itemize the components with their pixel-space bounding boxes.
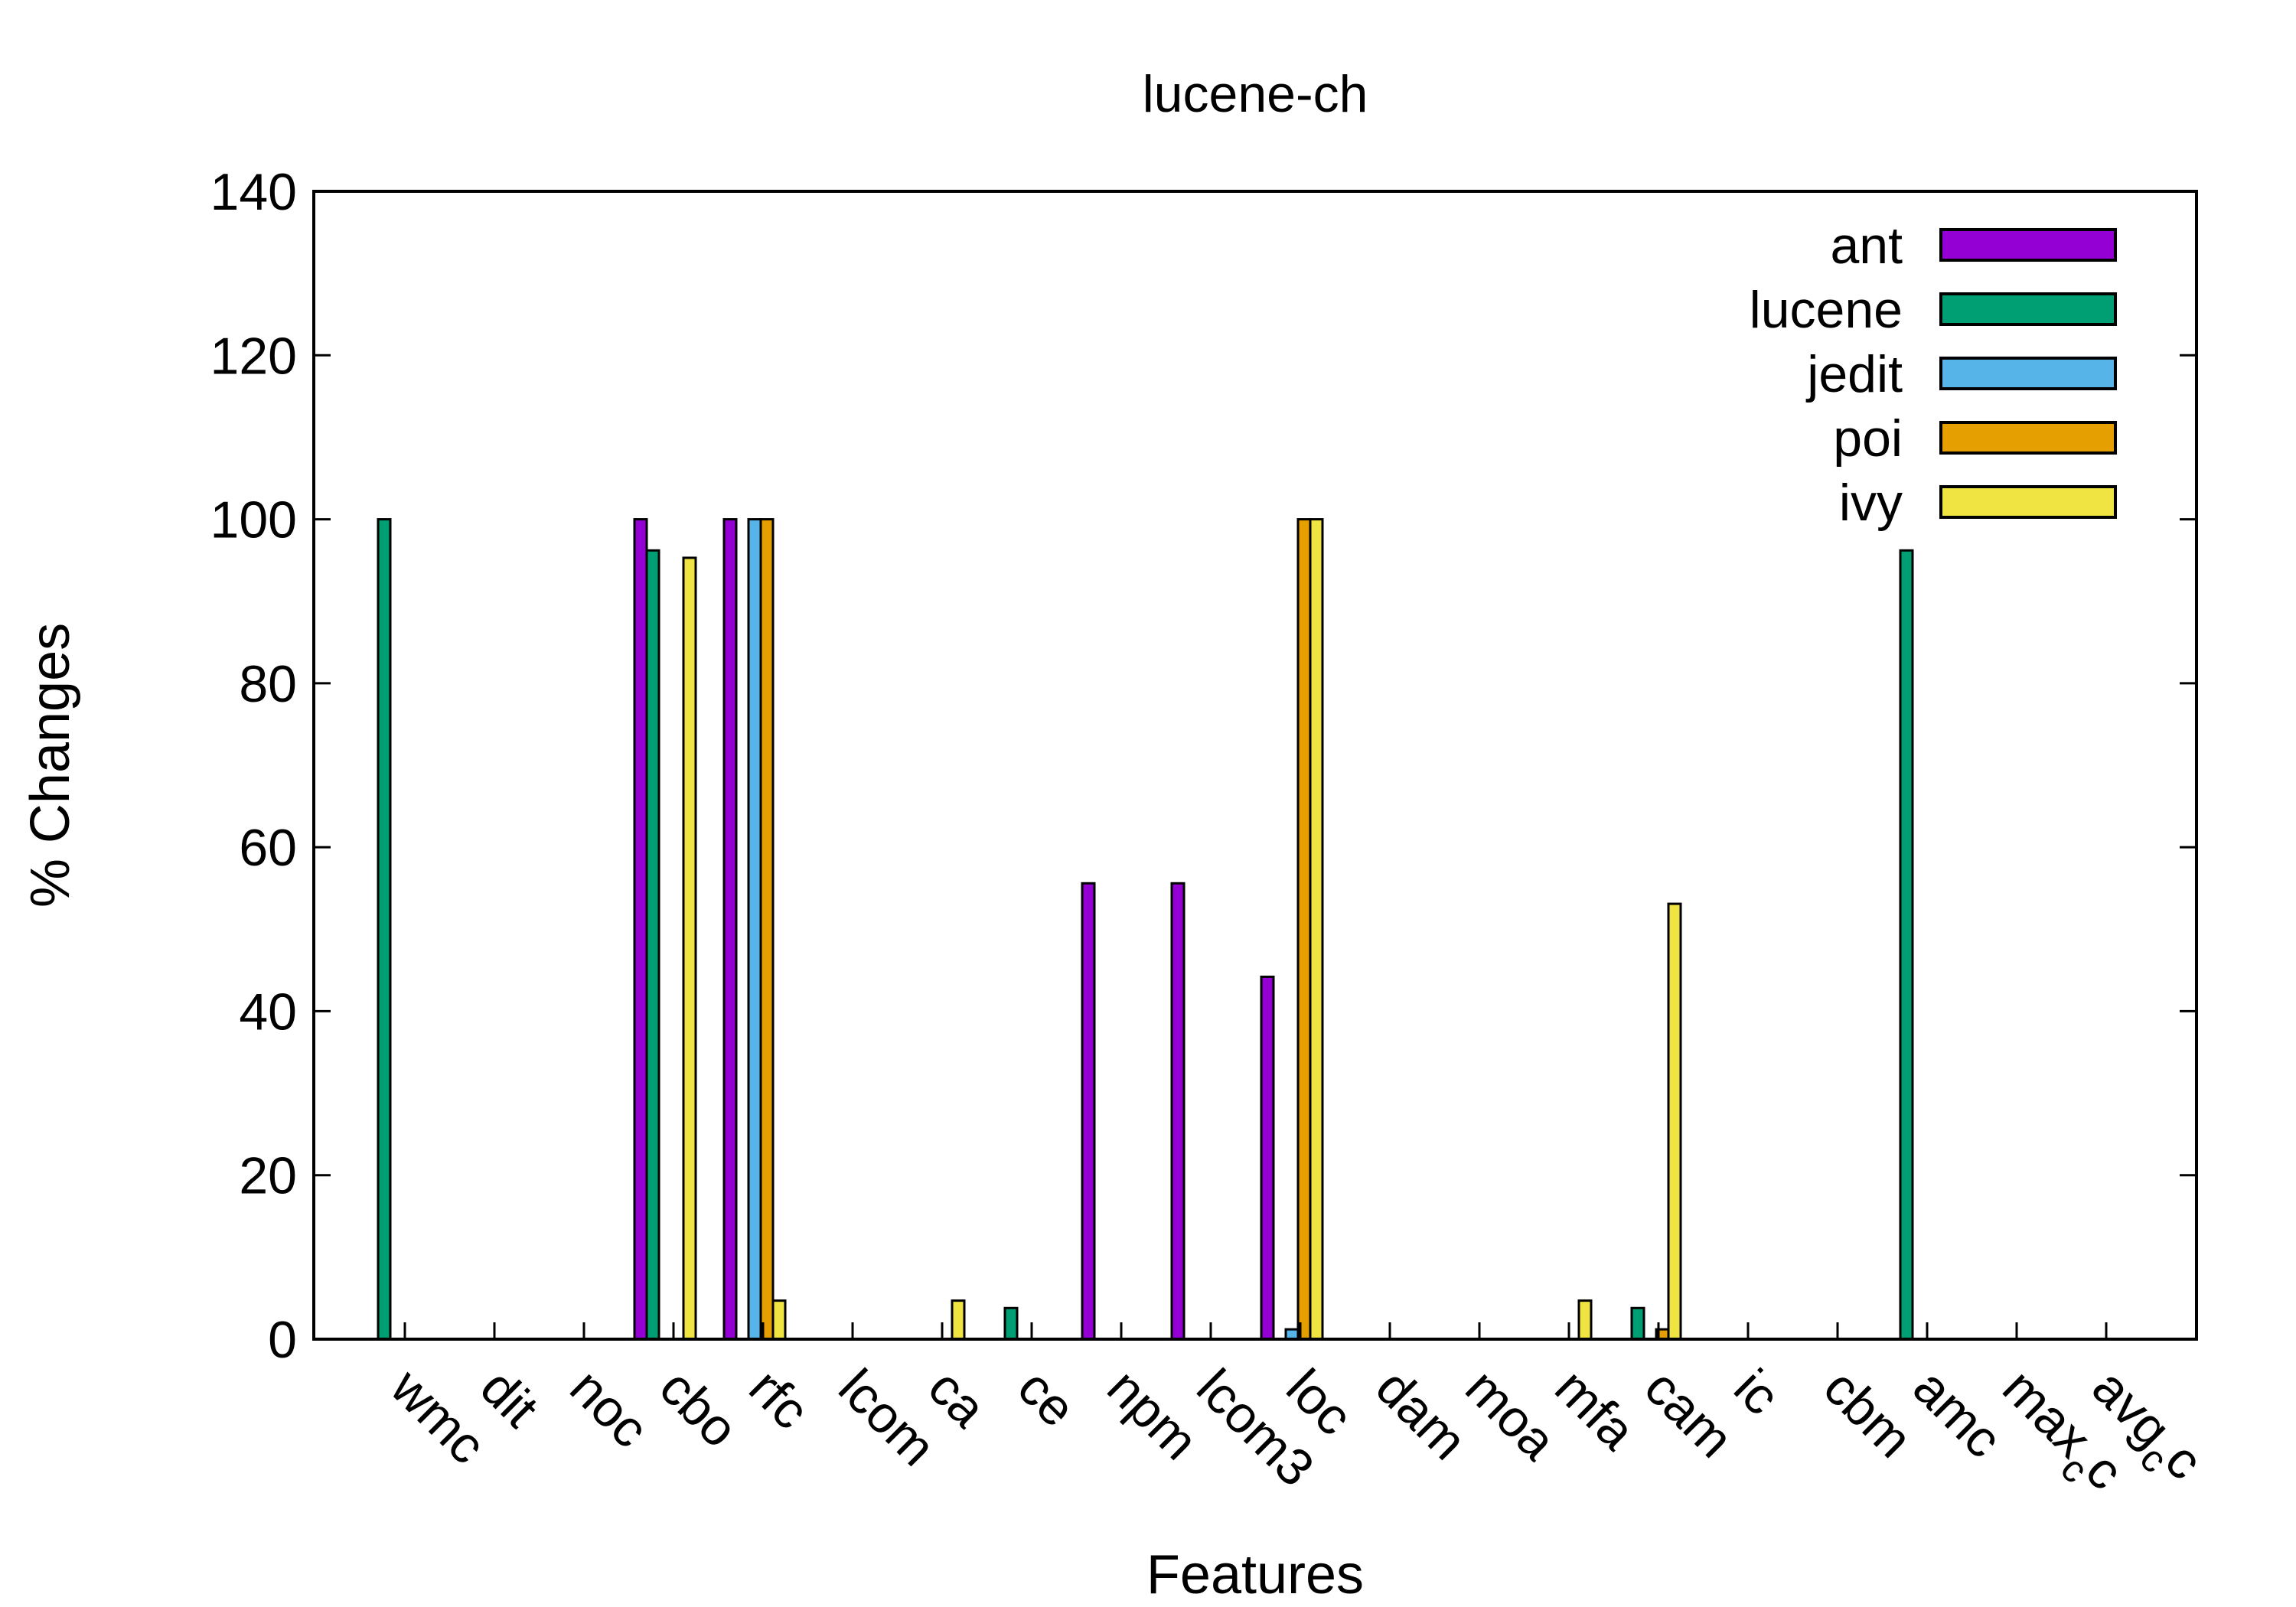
x-tick-label-main: npm <box>1096 1358 1208 1471</box>
bar-ant <box>1260 975 1275 1341</box>
series-jedit <box>747 518 1300 1341</box>
bar-lucene <box>377 518 392 1341</box>
x-tick-label: rfc <box>738 1358 820 1440</box>
bar-ivy <box>1577 1299 1593 1341</box>
x-tick-label-main: dam <box>1365 1358 1477 1471</box>
x-tick-label-main: lcom <box>827 1358 946 1477</box>
x-tick-label-main: moa <box>1454 1358 1567 1471</box>
x-tick-label: mfa <box>1544 1358 1646 1461</box>
series-ant <box>633 518 1275 1341</box>
chart-marks <box>377 518 1914 1341</box>
legend-swatch <box>1939 421 2117 455</box>
legend-label: lucene <box>1750 281 1903 339</box>
bar-lucene <box>1630 1306 1645 1341</box>
x-tick-label: cbo <box>648 1358 748 1459</box>
bar-ant <box>1170 882 1186 1341</box>
bar-poi <box>1296 518 1312 1341</box>
bar-jedit <box>747 518 762 1341</box>
series-ivy <box>682 518 1682 1341</box>
series-poi <box>759 518 1670 1341</box>
y-tick-label: 20 <box>239 1147 297 1205</box>
y-tick-label: 100 <box>210 491 297 549</box>
x-tick-label-main: mfa <box>1544 1358 1646 1461</box>
legend: ant lucene jedit poi ivy <box>1750 217 2117 532</box>
y-tick-label: 140 <box>210 163 297 221</box>
bar-ant <box>722 518 738 1341</box>
legend-label: ant <box>1830 217 1903 275</box>
legend-swatch <box>1939 357 2117 390</box>
y-tick-label: 40 <box>239 983 297 1041</box>
legend-label: ivy <box>1839 474 1903 532</box>
x-tick-label-main: cam <box>1633 1358 1744 1469</box>
legend-swatch <box>1939 292 2117 326</box>
bar-ivy <box>1309 518 1324 1341</box>
x-tick-label: lcom <box>827 1358 946 1477</box>
plot-frame <box>312 190 2198 1341</box>
y-axis-label: % Changes <box>20 623 81 908</box>
x-tick-label: npm <box>1096 1358 1208 1471</box>
x-tick-label-main: wmc <box>380 1358 497 1475</box>
x-tick-label: amc <box>1902 1358 2013 1469</box>
x-tick-label-main: ce <box>1006 1358 1087 1439</box>
y-axis-ticks: 0 20 40 60 80 100 120 140 <box>210 163 2197 1369</box>
legend-swatch <box>1939 228 2117 262</box>
x-tick-label: wmc <box>380 1358 497 1475</box>
x-tick-label: cbm <box>1812 1358 1923 1469</box>
bar-lucene <box>645 549 660 1341</box>
bar-ivy <box>951 1299 966 1341</box>
bar-ivy <box>771 1299 787 1341</box>
bar-ant <box>1081 882 1096 1341</box>
bar-lucene <box>1003 1306 1019 1341</box>
y-tick-label: 60 <box>239 819 297 877</box>
series-lucene <box>377 518 1914 1341</box>
x-tick-label-main: noc <box>559 1358 659 1459</box>
x-tick-label-main: rfc <box>738 1358 820 1440</box>
bar-poi <box>759 518 775 1341</box>
x-axis-label: Features <box>1146 1544 1364 1605</box>
x-tick-label-main: cbm <box>1812 1358 1923 1469</box>
bar-ivy <box>682 556 697 1341</box>
y-tick-label: 0 <box>268 1311 297 1369</box>
chart-title: lucene-ch <box>1143 65 1368 123</box>
bar-lucene <box>1899 549 1914 1341</box>
x-tick-label-main: cbo <box>648 1358 748 1459</box>
y-tick-label: 120 <box>210 327 297 385</box>
x-tick-label: noc <box>559 1358 659 1459</box>
x-tick-label: moa <box>1454 1358 1567 1471</box>
bar-ivy <box>1667 902 1682 1341</box>
legend-swatch <box>1939 485 2117 519</box>
x-tick-label: ce <box>1006 1358 1087 1439</box>
bar-ant <box>633 518 648 1341</box>
x-tick-label: dam <box>1365 1358 1477 1471</box>
legend-label: jedit <box>1805 345 1903 403</box>
x-tick-label-main: amc <box>1902 1358 2013 1469</box>
y-tick-label: 80 <box>239 655 297 713</box>
x-tick-label: cam <box>1633 1358 1744 1469</box>
legend-label: poi <box>1833 409 1903 468</box>
